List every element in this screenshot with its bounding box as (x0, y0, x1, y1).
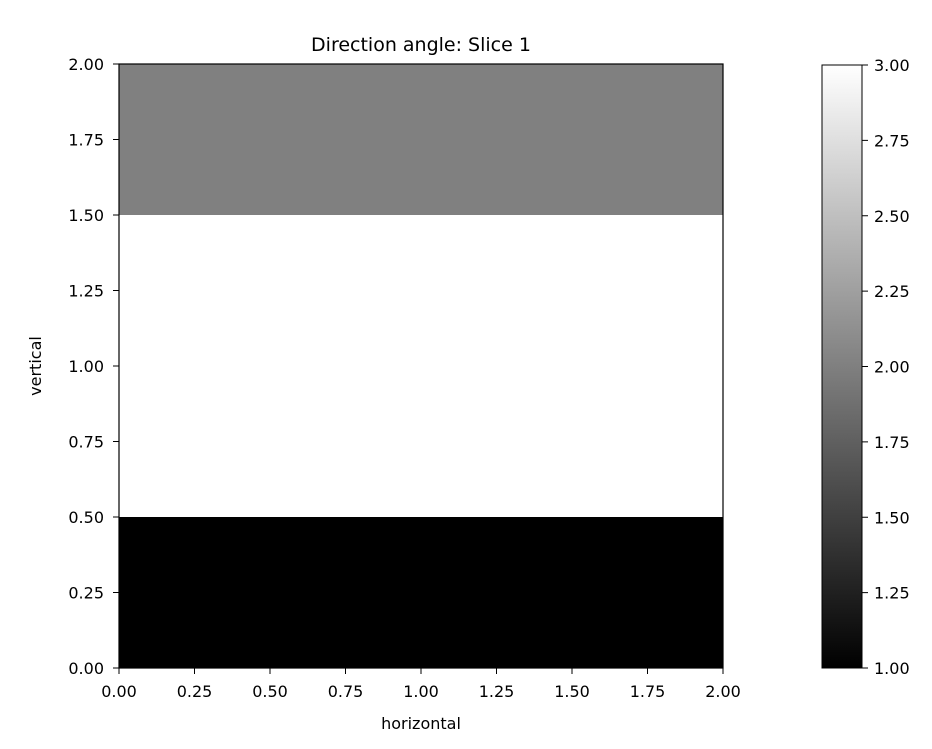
colorbar-tick-label: 1.25 (874, 584, 910, 603)
heatmap-cell-1 (119, 215, 723, 517)
x-tick-label: 0.25 (177, 682, 213, 701)
colorbar (821, 64, 863, 669)
y-tick-label: 0.75 (68, 433, 104, 452)
colorbar-tick-label: 1.00 (874, 659, 910, 678)
y-tick-label: 1.25 (68, 282, 104, 301)
colorbar-tick-label: 2.00 (874, 358, 910, 377)
y-tick-label: 1.00 (68, 357, 104, 376)
y-tick-label: 0.50 (68, 508, 104, 527)
y-tick-label: 1.50 (68, 206, 104, 225)
x-tick-label: 1.25 (479, 682, 515, 701)
x-tick-label: 1.00 (403, 682, 439, 701)
colorbar-tick-label: 3.00 (874, 56, 910, 75)
colorbar-tick-label: 2.25 (874, 282, 910, 301)
y-tick-label: 2.00 (68, 55, 104, 74)
x-tick-label: 0.75 (328, 682, 364, 701)
y-axis-label: vertical (26, 336, 45, 396)
x-tick-label: 0.00 (101, 682, 137, 701)
x-tick-label: 2.00 (705, 682, 741, 701)
chart-title: Direction angle: Slice 1 (311, 34, 531, 56)
y-axis: 0.00 0.25 0.50 0.75 1.00 1.25 1.50 1.75 2.00 (68, 55, 119, 678)
x-tick-label: 0.50 (252, 682, 288, 701)
y-tick-label: 1.75 (68, 131, 104, 150)
x-tick-label: 1.75 (630, 682, 666, 701)
colorbar-tick-label: 1.75 (874, 433, 910, 452)
colorbar-tick-label: 1.50 (874, 508, 910, 527)
colorbar-tick-label: 2.75 (874, 131, 910, 150)
x-axis-label: horizontal (381, 714, 461, 733)
colorbar-tick-label: 2.50 (874, 207, 910, 226)
y-tick-label: 0.00 (68, 659, 104, 678)
heatmap-cell-0 (119, 517, 723, 668)
colorbar-axis: 1.00 1.25 1.50 1.75 2.00 2.25 2.50 2.75 3.00 (862, 56, 910, 678)
plot-area (119, 64, 723, 668)
y-tick-label: 0.25 (68, 584, 104, 603)
x-axis: 0.00 0.25 0.50 0.75 1.00 1.25 1.50 1.75 2.00 (101, 668, 741, 701)
x-tick-label: 1.50 (554, 682, 590, 701)
heatmap-cell-2 (119, 64, 723, 215)
